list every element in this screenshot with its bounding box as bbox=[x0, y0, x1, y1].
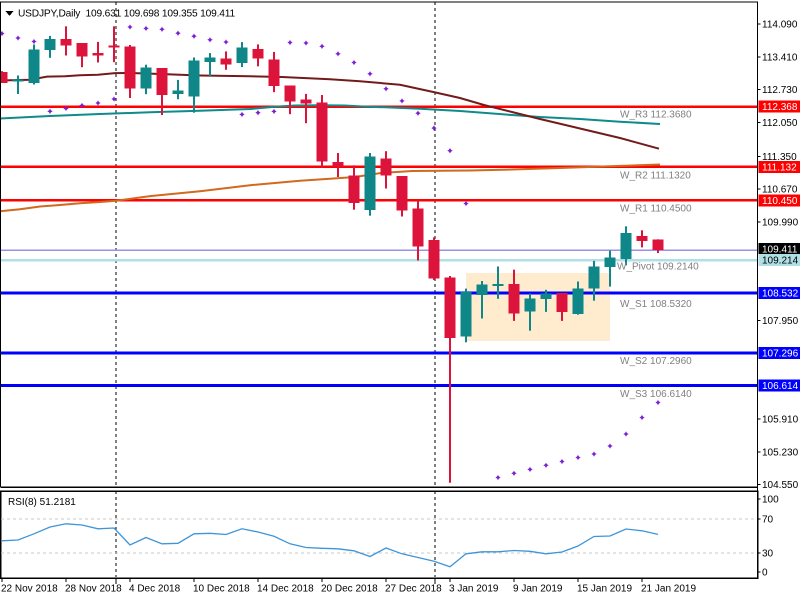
svg-text:14 Dec 2018: 14 Dec 2018 bbox=[257, 584, 314, 595]
svg-text:106.614: 106.614 bbox=[762, 381, 799, 392]
svg-text:W_R1 110.4500: W_R1 110.4500 bbox=[620, 204, 692, 215]
svg-text:RSI(8) 51.2181: RSI(8) 51.2181 bbox=[8, 497, 76, 508]
svg-text:3 Jan 2019: 3 Jan 2019 bbox=[449, 584, 499, 595]
svg-text:109.411: 109.411 bbox=[762, 245, 798, 256]
svg-text:114.090: 114.090 bbox=[762, 20, 798, 31]
svg-text:111.350: 111.350 bbox=[762, 152, 797, 163]
svg-text:W_S3 106.6140: W_S3 106.6140 bbox=[620, 389, 692, 400]
svg-text:109.214: 109.214 bbox=[762, 255, 799, 266]
svg-text:112.730: 112.730 bbox=[762, 85, 798, 96]
svg-text:28 Nov 2018: 28 Nov 2018 bbox=[65, 584, 122, 595]
svg-text:0: 0 bbox=[762, 568, 768, 579]
svg-text:108.532: 108.532 bbox=[762, 289, 799, 300]
svg-text:21 Jan 2019: 21 Jan 2019 bbox=[641, 584, 696, 595]
svg-text:112.050: 112.050 bbox=[762, 118, 798, 129]
svg-text:109.990: 109.990 bbox=[762, 217, 799, 228]
svg-text:27 Dec 2018: 27 Dec 2018 bbox=[385, 584, 442, 595]
svg-text:112.368: 112.368 bbox=[762, 102, 798, 113]
svg-text:9 Jan 2019: 9 Jan 2019 bbox=[513, 584, 563, 595]
svg-text:107.296: 107.296 bbox=[762, 348, 799, 359]
svg-text:105.910: 105.910 bbox=[762, 415, 799, 426]
svg-text:USDJPY,Daily 109.631 109.698: USDJPY,Daily 109.631 109.698 109.355 109… bbox=[18, 9, 235, 20]
svg-text:22 Nov 2018: 22 Nov 2018 bbox=[1, 584, 58, 595]
svg-text:104.550: 104.550 bbox=[762, 480, 799, 491]
svg-text:110.670: 110.670 bbox=[762, 185, 798, 196]
svg-text:111.132: 111.132 bbox=[762, 162, 797, 173]
svg-text:10 Dec 2018: 10 Dec 2018 bbox=[193, 584, 250, 595]
svg-text:100: 100 bbox=[762, 495, 779, 506]
svg-text:70: 70 bbox=[762, 514, 774, 525]
svg-text:107.950: 107.950 bbox=[762, 316, 799, 327]
svg-text:110.450: 110.450 bbox=[762, 196, 798, 207]
svg-text:W_Pivot 109.2140: W_Pivot 109.2140 bbox=[617, 262, 699, 273]
svg-text:W_R3 112.3680: W_R3 112.3680 bbox=[620, 110, 692, 121]
svg-text:4 Dec 2018: 4 Dec 2018 bbox=[129, 584, 181, 595]
svg-text:W_S1 108.5320: W_S1 108.5320 bbox=[620, 299, 692, 310]
svg-text:30: 30 bbox=[762, 548, 774, 559]
svg-text:113.410: 113.410 bbox=[762, 52, 798, 63]
svg-text:W_S2 107.2960: W_S2 107.2960 bbox=[620, 356, 692, 367]
svg-text:W_R2 111.1320: W_R2 111.1320 bbox=[620, 171, 691, 182]
svg-text:105.230: 105.230 bbox=[762, 447, 799, 458]
svg-text:20 Dec 2018: 20 Dec 2018 bbox=[321, 584, 378, 595]
svg-text:15 Jan 2019: 15 Jan 2019 bbox=[577, 584, 632, 595]
